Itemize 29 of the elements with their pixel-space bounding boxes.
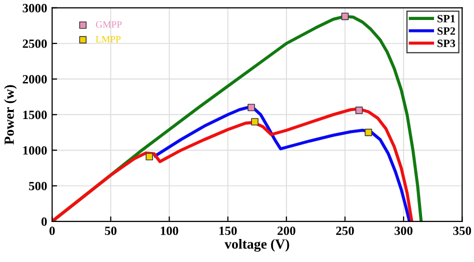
y-tick-label: 1500 xyxy=(23,110,47,120)
point xyxy=(341,12,349,20)
point xyxy=(364,128,372,136)
y-tick-label: 3000 xyxy=(22,4,47,12)
legend-label: GMPP xyxy=(96,21,122,28)
x-tick-label: 350 xyxy=(453,226,472,236)
legend-label: SP1 xyxy=(438,14,455,22)
line-series xyxy=(52,107,414,222)
legend-label: LMPP xyxy=(96,36,121,42)
x-tick-label: 200 xyxy=(278,226,296,236)
point xyxy=(251,118,258,126)
point xyxy=(355,106,363,114)
x-tick-label: 150 xyxy=(219,226,237,236)
x-tick-label: 300 xyxy=(394,226,412,236)
x-tick-label: 100 xyxy=(160,226,178,236)
point xyxy=(146,152,154,160)
y-axis-title: Power (w) xyxy=(4,85,17,145)
y-tick-label: 1000 xyxy=(23,146,47,155)
y-tick-label: 2500 xyxy=(22,39,47,48)
x-tick-label: 50 xyxy=(104,226,116,236)
y-tick-label: 2000 xyxy=(22,75,47,84)
x-tick-label: 0 xyxy=(49,226,55,236)
x-tick-label: 250 xyxy=(336,226,354,236)
legend-label: SP2 xyxy=(438,27,456,35)
point xyxy=(248,104,255,112)
y-tick-label: 0 xyxy=(42,217,47,226)
y-tick-label: 500 xyxy=(29,182,47,190)
legend-label: SP3 xyxy=(438,40,456,48)
x-axis-title: voltage (V) xyxy=(224,238,290,252)
